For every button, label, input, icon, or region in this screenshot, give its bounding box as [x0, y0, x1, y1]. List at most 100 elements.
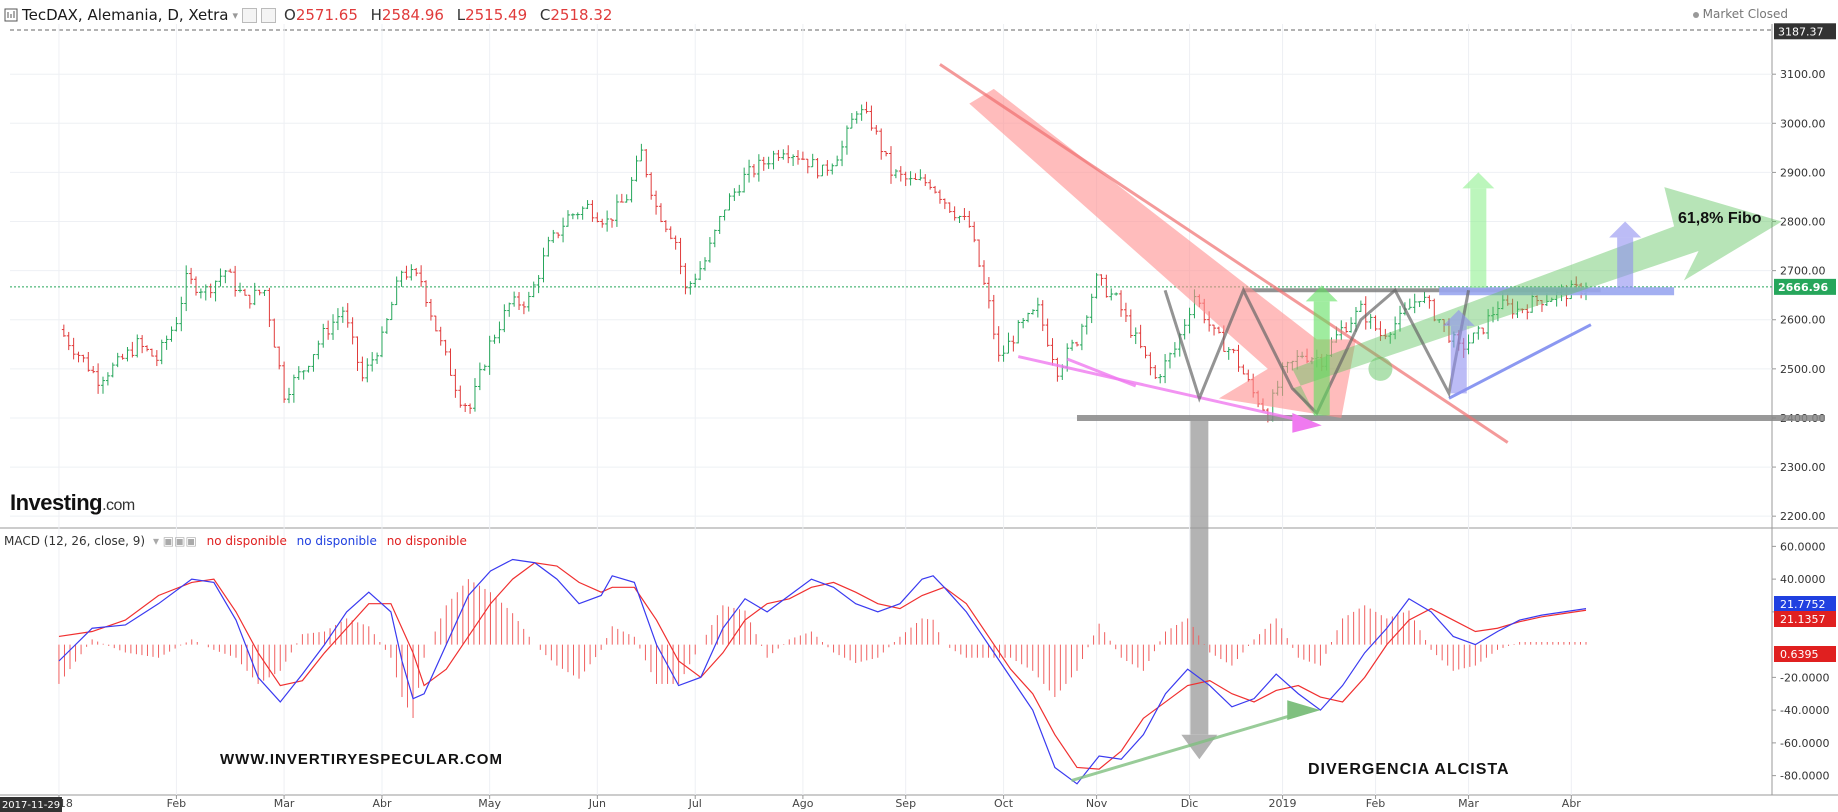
candle — [840, 140, 845, 167]
candle — [747, 159, 752, 183]
macd-header: MACD (12, 26, close, 9) ▾ ▣▣▣ no disponi… — [4, 534, 467, 548]
candle — [570, 213, 575, 220]
macd-title[interactable]: MACD (12, 26, close, 9) — [4, 534, 146, 548]
candle — [1407, 298, 1412, 310]
candle — [492, 334, 497, 344]
candle — [1520, 308, 1525, 314]
candle — [257, 289, 262, 296]
market-status: Market Closed — [1692, 7, 1788, 21]
candle — [972, 221, 977, 243]
candle — [649, 172, 654, 200]
candle — [947, 202, 952, 213]
settings-box-icon[interactable] — [261, 7, 277, 23]
candle — [345, 303, 350, 328]
candle — [419, 265, 424, 287]
candle — [977, 239, 982, 268]
candle — [1040, 300, 1045, 332]
ohlc-low-label: L — [456, 6, 466, 24]
candle — [1349, 317, 1354, 333]
symbol-label[interactable]: TecDAX, Alemania, D, Xetra — [22, 6, 229, 24]
ohlc-open-value: 2571.65 — [295, 6, 358, 24]
chevron-down-icon[interactable]: ▾ — [232, 8, 239, 22]
macd-value: no disponible — [386, 534, 467, 548]
candle — [448, 348, 453, 376]
candle — [1344, 322, 1349, 333]
candle — [414, 267, 419, 277]
downtrend-arrow — [969, 88, 1356, 418]
candle — [282, 361, 287, 403]
candle — [189, 267, 194, 285]
candle — [1055, 357, 1060, 382]
x-tick-label: 2019 — [1269, 797, 1297, 810]
candle — [370, 352, 375, 372]
candle — [228, 268, 233, 273]
candle — [1383, 328, 1388, 340]
candle — [981, 260, 986, 286]
candle — [624, 194, 629, 203]
candle — [1378, 321, 1383, 341]
settings-box-icon[interactable] — [242, 7, 258, 23]
candle — [541, 247, 546, 283]
candle — [610, 218, 615, 228]
candle — [1030, 309, 1035, 315]
macd-y-tick-label: -60.0000 — [1780, 737, 1829, 750]
candle — [1476, 325, 1481, 340]
macd-y-tick-label: -20.0000 — [1780, 671, 1829, 684]
candle — [326, 320, 331, 340]
candle — [193, 276, 198, 296]
candle — [1074, 341, 1079, 347]
macd-histogram-label: 0.6395 — [1780, 648, 1819, 661]
x-start-box — [0, 797, 62, 812]
candle — [120, 353, 125, 360]
green-up-arrow-2-head — [1462, 172, 1495, 189]
candle — [213, 280, 218, 302]
y-tick-label: 2600.00 — [1780, 314, 1826, 327]
candle — [619, 193, 624, 203]
candle — [399, 270, 404, 287]
candle — [379, 326, 384, 358]
candle — [1539, 300, 1544, 312]
candle — [766, 156, 771, 169]
candle — [717, 215, 722, 234]
candle — [424, 280, 429, 307]
candle — [585, 200, 590, 210]
candle — [1021, 317, 1026, 329]
candle — [1412, 293, 1417, 314]
green-circle — [1368, 356, 1393, 381]
candle — [1236, 344, 1241, 372]
candle — [1187, 307, 1192, 334]
candle — [1045, 318, 1050, 347]
candle — [678, 237, 683, 275]
candle — [512, 291, 517, 307]
macd-line — [58, 558, 1587, 785]
candle — [1094, 273, 1099, 299]
settings-box-icon[interactable]: ▾ ▣▣▣ — [152, 534, 197, 548]
macd-value: no disponible — [206, 534, 287, 548]
candle — [502, 304, 507, 333]
candle — [536, 275, 541, 294]
candle — [238, 282, 243, 293]
candle — [1535, 295, 1540, 306]
candle — [316, 340, 321, 360]
x-tick-label: Ago — [792, 797, 814, 810]
candle — [531, 281, 536, 298]
logo-main: Investing — [10, 490, 103, 515]
candle — [198, 288, 203, 299]
candle — [737, 184, 742, 196]
candle — [580, 206, 585, 220]
candle — [654, 190, 659, 215]
candle — [742, 167, 747, 193]
candle — [1231, 348, 1236, 354]
candle — [722, 209, 727, 221]
candle — [859, 104, 864, 121]
candle — [830, 163, 835, 175]
candle — [1099, 274, 1104, 286]
candle — [703, 257, 708, 271]
status-dot-icon — [1692, 11, 1699, 18]
candle — [967, 210, 972, 228]
macd-macd-label: 21.7752 — [1780, 598, 1826, 611]
candle — [1182, 319, 1187, 340]
current-price-label: 2666.96 — [1778, 281, 1828, 294]
x-tick-label: Sep — [895, 797, 916, 810]
